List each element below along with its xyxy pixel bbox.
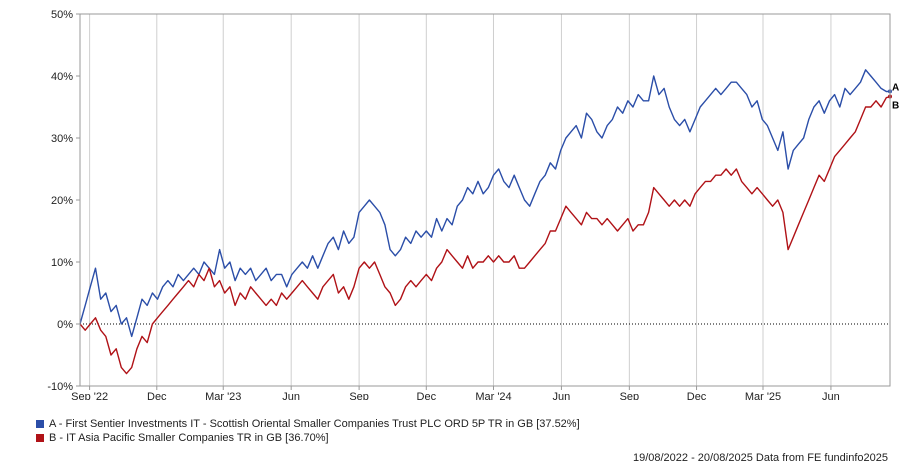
- footer: 19/08/2022 - 20/08/2025 Data from FE fun…: [633, 452, 888, 464]
- series-lines: [79, 69, 891, 375]
- legend-item-b: B - IT Asia Pacific Smaller Companies TR…: [36, 431, 580, 445]
- y-tick-label-4: 10%: [51, 257, 73, 269]
- x-tick-label-6: Mar '24: [475, 391, 511, 400]
- series-line-b: [79, 95, 891, 375]
- legend-label-a: A - First Sentier Investments IT - Scott…: [49, 418, 580, 430]
- grid-lines: [89, 14, 832, 386]
- x-tick-label-3: Jun: [282, 391, 300, 400]
- legend-item-a: A - First Sentier Investments IT - Scott…: [36, 417, 580, 431]
- legend-swatch-a: [36, 420, 44, 428]
- chart: 50% 40% 30% 20% 10% 0% -10% Sep '22 Dec Mar '23 J…: [47, 9, 899, 400]
- y-tick-label-6: -10%: [47, 381, 73, 393]
- plot-frame: [79, 13, 891, 387]
- x-tick-label-9: Dec: [687, 391, 707, 400]
- y-tick-label-1: 40%: [51, 71, 73, 83]
- x-tick-label-2: Mar '23: [205, 391, 241, 400]
- y-tick-label-2: 30%: [51, 133, 73, 145]
- x-tick-label-0: Sep '22: [71, 391, 108, 400]
- series-end-label-b: B: [892, 100, 899, 111]
- legend-label-b: B - IT Asia Pacific Smaller Companies TR…: [49, 432, 329, 444]
- x-tick-label-7: Jun: [553, 391, 571, 400]
- x-tick-label-8: Sep: [620, 391, 640, 400]
- legend-swatch-b: [36, 434, 44, 442]
- legend: A - First Sentier Investments IT - Scott…: [36, 417, 580, 445]
- x-axis: Sep '22 Dec Mar '23 Jun Sep Dec Mar '24 Jun Sep D…: [71, 386, 840, 400]
- x-tick-label-11: Jun: [822, 391, 840, 400]
- date-range-text: 19/08/2022 - 20/08/2025: [632, 452, 753, 464]
- x-tick-label-1: Dec: [147, 391, 167, 400]
- y-tick-label-0: 50%: [51, 9, 73, 21]
- series-line-a: [79, 69, 891, 338]
- source-text: Data from FE fundinfo2025: [755, 452, 888, 464]
- y-tick-label-5: 0%: [57, 319, 73, 331]
- x-tick-label-5: Dec: [417, 391, 437, 400]
- series-end-label-a: A: [892, 82, 899, 93]
- y-axis: 50% 40% 30% 20% 10% 0% -10%: [47, 9, 80, 393]
- x-tick-label-4: Sep: [349, 391, 369, 400]
- y-tick-label-3: 20%: [51, 195, 73, 207]
- x-tick-label-10: Mar '25: [745, 391, 781, 400]
